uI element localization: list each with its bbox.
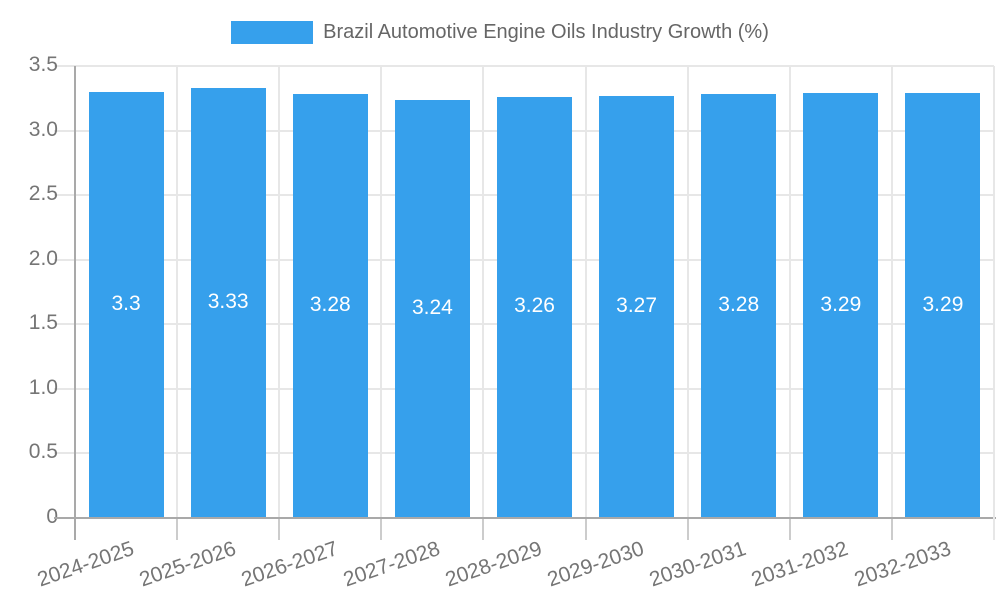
x-tick-label: 2032-2033 xyxy=(850,537,954,592)
gridline-vertical xyxy=(890,66,893,518)
bar xyxy=(292,94,368,518)
y-tick-label: 2.5 xyxy=(28,182,58,206)
y-tick-label: 1.0 xyxy=(28,375,58,399)
bar xyxy=(701,94,777,518)
x-tick xyxy=(482,518,485,540)
x-tick xyxy=(686,518,689,540)
legend-label: Brazil Automotive Engine Oils Industry G… xyxy=(323,21,769,43)
bar-value-label: 3.26 xyxy=(514,294,555,318)
x-tick xyxy=(584,518,587,540)
bar xyxy=(88,91,164,518)
bar-value-label: 3.29 xyxy=(820,292,862,316)
chart-legend: Brazil Automotive Engine Oils Industry G… xyxy=(0,20,1000,44)
x-tick-label: 2031-2032 xyxy=(748,537,852,592)
y-tick-label: 0 xyxy=(46,505,58,528)
bar-value-label: 3.33 xyxy=(207,289,249,313)
y-axis-line xyxy=(74,66,76,540)
x-tick-label: 2030-2031 xyxy=(646,537,750,592)
gridline-vertical xyxy=(380,66,383,518)
x-tick-label: 2024-2025 xyxy=(34,537,137,592)
y-tick-label: 2.0 xyxy=(28,246,58,270)
legend-swatch xyxy=(231,20,314,44)
bar xyxy=(599,95,675,518)
bar-value-label: 3.28 xyxy=(309,293,351,317)
y-tick-label: 1.5 xyxy=(28,311,58,335)
x-tick xyxy=(278,518,281,540)
gridline-horizontal xyxy=(54,65,994,67)
gridline-vertical xyxy=(278,66,281,518)
bar xyxy=(803,93,879,518)
plot-right-border xyxy=(993,66,995,540)
y-tick-label: 3.0 xyxy=(28,117,58,141)
bar xyxy=(190,87,266,518)
gridline-vertical xyxy=(686,66,689,518)
x-tick xyxy=(890,518,893,540)
bar-value-label: 3.24 xyxy=(411,295,453,319)
x-tick-label: 2026-2027 xyxy=(238,537,341,592)
bar xyxy=(905,93,981,518)
x-tick xyxy=(380,518,383,540)
bar xyxy=(497,96,572,518)
x-tick-label: 2025-2026 xyxy=(136,537,239,592)
x-tick xyxy=(788,518,791,540)
gridline-vertical xyxy=(584,66,587,518)
gridline-vertical xyxy=(176,66,179,518)
bar-value-label: 3.3 xyxy=(111,291,141,315)
bar-value-label: 3.27 xyxy=(616,293,658,317)
x-tick-label: 2027-2028 xyxy=(340,537,443,592)
x-tick-label: 2028-2029 xyxy=(442,537,545,592)
bar-value-label: 3.28 xyxy=(718,293,760,317)
gridline-vertical xyxy=(788,66,791,518)
y-tick-label: 0.5 xyxy=(28,440,58,464)
x-tick-label: 2029-2030 xyxy=(544,537,648,592)
x-axis-line xyxy=(54,517,996,519)
bar-value-label: 3.29 xyxy=(922,292,964,316)
gridline-vertical xyxy=(482,66,485,518)
bar xyxy=(394,99,470,518)
y-tick-label: 3.5 xyxy=(28,53,58,76)
x-tick xyxy=(176,518,179,540)
